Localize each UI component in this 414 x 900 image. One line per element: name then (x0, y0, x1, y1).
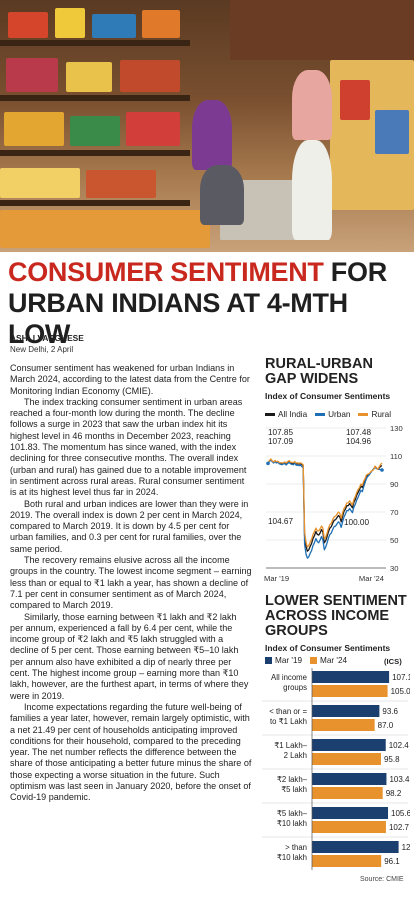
article-paragraph: Consumer sentiment has weakened for urba… (10, 363, 250, 396)
article-paragraph: The index tracking consumer sentiment in… (10, 396, 247, 498)
bar-mar24 (312, 821, 386, 833)
category-label: > than (285, 843, 307, 852)
bar-mar24 (312, 719, 375, 731)
category-label: ₹10 lakh (277, 853, 307, 862)
category-label: 2 Lakh (284, 751, 307, 760)
bar-value-label: 120.3 (402, 843, 410, 852)
line-chart-subtitle: Index of Consumer Sentiments (265, 391, 391, 401)
category-label: to ₹1 Lakh (270, 717, 307, 726)
bar-value-label: 102.7 (389, 823, 410, 832)
headline-line1-rest: FOR (323, 257, 387, 287)
headline: CONSUMER SENTIMENT FOR URBAN INDIANS AT … (8, 257, 408, 349)
line-chart: 30507090110130107.85107.09104.67107.4810… (264, 424, 403, 583)
data-label: 107.48 (346, 428, 371, 437)
source-note: Source: CMIE (360, 876, 404, 883)
bar-value-label: 105.0 (391, 687, 410, 696)
y-tick-label: 130 (390, 424, 403, 433)
bar-mar19 (312, 807, 389, 819)
bar-value-label: 96.1 (384, 857, 400, 866)
bar-chart-unit: (ICS) (384, 657, 402, 666)
article-paragraph: The recovery remains elusive across all … (10, 555, 252, 611)
legend-urban: Urban (315, 410, 350, 419)
bar-value-label: 95.8 (384, 755, 400, 764)
bar-mar24 (312, 753, 381, 765)
x-tick-label: Mar '24 (359, 574, 384, 583)
bar-value-label: 103.4 (389, 775, 410, 784)
category-label: All income (271, 673, 307, 682)
bar-value-label: 87.0 (378, 721, 394, 730)
bar-chart-title: LOWER SENTIMENT ACROSS INCOME GROUPS (265, 593, 407, 639)
category-label: ₹10 lakh (277, 819, 307, 828)
data-label: 104.96 (346, 437, 371, 446)
article-paragraph: Income expectations regarding the future… (10, 701, 252, 803)
rural-line (267, 458, 383, 548)
y-tick-label: 90 (390, 480, 398, 489)
bar-chart-subtitle: Index of Consumer Sentiments (265, 643, 391, 653)
line-chart-legend: All India Urban Rural (265, 410, 399, 419)
article-paragraph: Both rural and urban indices are lower t… (10, 498, 249, 554)
category-label: ₹1 Lakh– (274, 741, 307, 750)
data-label: 104.67 (268, 517, 293, 526)
line-chart-title: RURAL-URBAN GAP WIDENS (265, 356, 373, 387)
category-label: < than or = (269, 707, 307, 716)
bar-mar24 (312, 685, 388, 697)
bar-value-label: 105.6 (391, 809, 410, 818)
data-label: 107.09 (268, 437, 293, 446)
y-tick-label: 110 (390, 452, 402, 461)
legend-mar24: Mar '24 (310, 656, 347, 665)
urban-line (267, 459, 383, 559)
category-label: groups (283, 683, 307, 692)
bar-mar24 (312, 787, 383, 799)
bar-mar19 (312, 705, 380, 717)
bar-mar19 (312, 773, 387, 785)
shop-photo (0, 0, 414, 252)
legend-rural: Rural (358, 410, 391, 419)
headline-line2: URBAN INDIANS AT 4-MTH LOW (8, 288, 348, 349)
category-label: ₹5 lakh– (277, 809, 308, 818)
bar-value-label: 102.4 (389, 741, 410, 750)
y-tick-label: 30 (390, 564, 398, 573)
article-paragraph: Similarly, those earning between ₹1 lakh… (10, 611, 249, 701)
category-label: ₹2 lakh– (277, 775, 308, 784)
data-label: 107.85 (268, 428, 293, 437)
bar-mar24 (312, 855, 382, 867)
dateline: New Delhi, 2 April (10, 345, 74, 354)
bar-mar19 (312, 841, 399, 853)
bar-chart-legend: Mar '19 Mar '24 (265, 656, 355, 665)
bar-mar19 (312, 739, 386, 751)
urban-point (266, 461, 270, 466)
headline-accent: CONSUMER SENTIMENT (8, 257, 324, 287)
legend-all-india: All India (265, 410, 307, 419)
urban-point (380, 468, 384, 472)
bar-value-label: 98.2 (386, 789, 402, 798)
legend-mar19: Mar '19 (265, 656, 302, 665)
bar-value-label: 93.6 (382, 707, 398, 716)
y-tick-label: 50 (390, 536, 398, 545)
y-tick-label: 70 (390, 508, 398, 517)
bar-mar19 (312, 671, 390, 683)
x-tick-label: Mar '19 (264, 574, 289, 583)
byline: ASHLI VARGHESE (10, 333, 84, 343)
bar-value-label: 107.1 (392, 673, 410, 682)
article-body: Consumer sentiment has weakened for urba… (10, 363, 252, 804)
data-label: 100.00 (344, 518, 369, 527)
category-label: ₹5 lakh (281, 785, 307, 794)
